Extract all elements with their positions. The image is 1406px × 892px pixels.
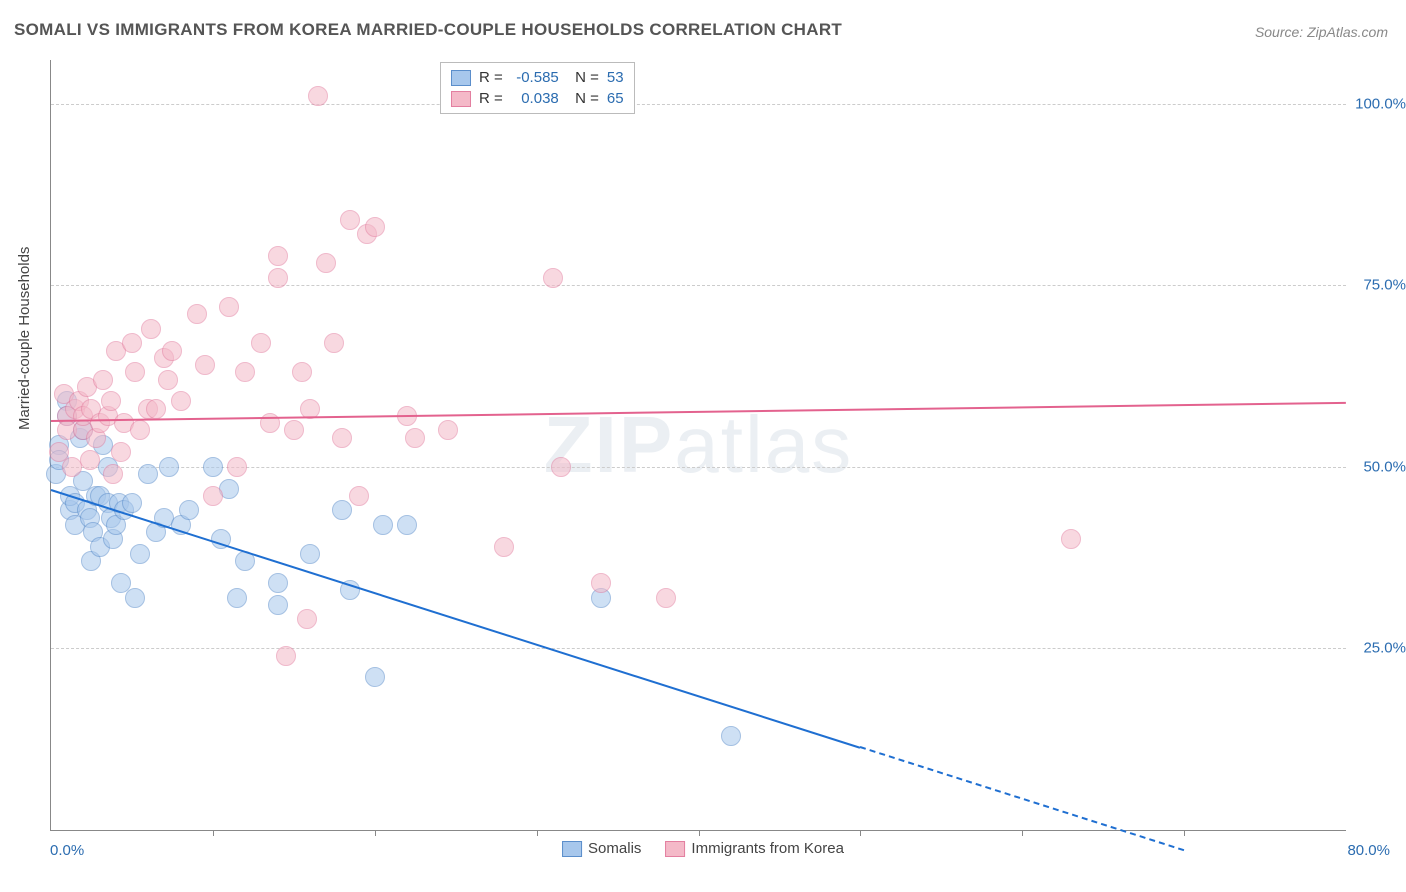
legend-n-value: 53	[607, 69, 624, 86]
legend-label: Somalis	[588, 840, 641, 857]
legend-swatch	[451, 70, 471, 86]
scatter-point-korea	[130, 420, 150, 440]
correlation-legend: R =-0.585 N =53R =0.038 N =65	[440, 62, 635, 114]
y-tick-label: 100.0%	[1355, 95, 1406, 112]
scatter-point-korea	[141, 319, 161, 339]
plot-area: ZIPatlas 25.0%50.0%75.0%100.0%	[50, 60, 1346, 831]
trend-line	[51, 489, 861, 749]
scatter-point-korea	[340, 210, 360, 230]
gridline	[51, 285, 1346, 286]
scatter-point-somalis	[138, 464, 158, 484]
scatter-point-korea	[551, 457, 571, 477]
x-tick	[860, 830, 861, 836]
chart-title: SOMALI VS IMMIGRANTS FROM KOREA MARRIED-…	[14, 20, 842, 40]
y-tick-label: 75.0%	[1363, 277, 1406, 294]
scatter-point-korea	[438, 420, 458, 440]
scatter-point-korea	[543, 268, 563, 288]
scatter-point-korea	[103, 464, 123, 484]
scatter-point-korea	[332, 428, 352, 448]
scatter-point-korea	[101, 391, 121, 411]
scatter-point-somalis	[332, 500, 352, 520]
legend-swatch	[665, 841, 685, 857]
scatter-point-korea	[316, 253, 336, 273]
gridline	[51, 104, 1346, 105]
scatter-point-korea	[146, 399, 166, 419]
scatter-point-somalis	[203, 457, 223, 477]
x-axis-min-label: 0.0%	[50, 842, 84, 859]
scatter-point-korea	[656, 588, 676, 608]
scatter-point-korea	[405, 428, 425, 448]
legend-swatch	[451, 91, 471, 107]
scatter-point-korea	[251, 333, 271, 353]
legend-n-value: 65	[607, 90, 624, 107]
scatter-point-korea	[591, 573, 611, 593]
legend-row-somalis: R =-0.585 N =53	[451, 67, 624, 88]
y-axis-label: Married-couple Households	[16, 247, 33, 430]
scatter-point-korea	[1061, 529, 1081, 549]
scatter-point-somalis	[159, 457, 179, 477]
x-axis-max-label: 80.0%	[1347, 842, 1390, 859]
scatter-point-korea	[171, 391, 191, 411]
scatter-point-korea	[195, 355, 215, 375]
scatter-point-korea	[349, 486, 369, 506]
y-tick-label: 25.0%	[1363, 640, 1406, 657]
x-tick	[537, 830, 538, 836]
scatter-point-korea	[297, 609, 317, 629]
trend-line	[51, 401, 1346, 421]
series-legend: Somalis Immigrants from Korea	[562, 840, 844, 857]
scatter-point-somalis	[365, 667, 385, 687]
scatter-point-korea	[284, 420, 304, 440]
scatter-point-somalis	[227, 588, 247, 608]
legend-r-value: 0.038	[511, 90, 559, 107]
scatter-point-korea	[80, 450, 100, 470]
x-tick	[213, 830, 214, 836]
scatter-point-korea	[203, 486, 223, 506]
scatter-point-korea	[227, 457, 247, 477]
scatter-point-korea	[187, 304, 207, 324]
scatter-point-somalis	[268, 573, 288, 593]
scatter-point-korea	[268, 246, 288, 266]
x-tick	[699, 830, 700, 836]
legend-row-korea: R =0.038 N =65	[451, 88, 624, 109]
x-tick	[1022, 830, 1023, 836]
source-attribution: Source: ZipAtlas.com	[1255, 24, 1388, 40]
scatter-point-korea	[235, 362, 255, 382]
scatter-point-korea	[308, 86, 328, 106]
scatter-point-somalis	[122, 493, 142, 513]
scatter-point-somalis	[125, 588, 145, 608]
x-tick	[1184, 830, 1185, 836]
legend-item-somalis: Somalis	[562, 840, 641, 857]
y-tick-label: 50.0%	[1363, 458, 1406, 475]
scatter-point-somalis	[300, 544, 320, 564]
scatter-point-somalis	[130, 544, 150, 564]
scatter-point-somalis	[397, 515, 417, 535]
legend-swatch	[562, 841, 582, 857]
scatter-point-korea	[93, 370, 113, 390]
scatter-point-somalis	[179, 500, 199, 520]
legend-r-value: -0.585	[511, 69, 559, 86]
scatter-point-korea	[122, 333, 142, 353]
scatter-point-korea	[268, 268, 288, 288]
scatter-point-korea	[162, 341, 182, 361]
scatter-point-somalis	[268, 595, 288, 615]
x-tick	[375, 830, 376, 836]
scatter-point-korea	[324, 333, 344, 353]
scatter-point-korea	[219, 297, 239, 317]
legend-item-korea: Immigrants from Korea	[665, 840, 844, 857]
scatter-point-korea	[158, 370, 178, 390]
scatter-point-korea	[365, 217, 385, 237]
scatter-point-somalis	[721, 726, 741, 746]
gridline	[51, 648, 1346, 649]
scatter-point-korea	[494, 537, 514, 557]
scatter-point-korea	[292, 362, 312, 382]
scatter-point-korea	[276, 646, 296, 666]
scatter-point-somalis	[373, 515, 393, 535]
legend-label: Immigrants from Korea	[691, 840, 844, 857]
scatter-point-korea	[125, 362, 145, 382]
scatter-point-korea	[111, 442, 131, 462]
